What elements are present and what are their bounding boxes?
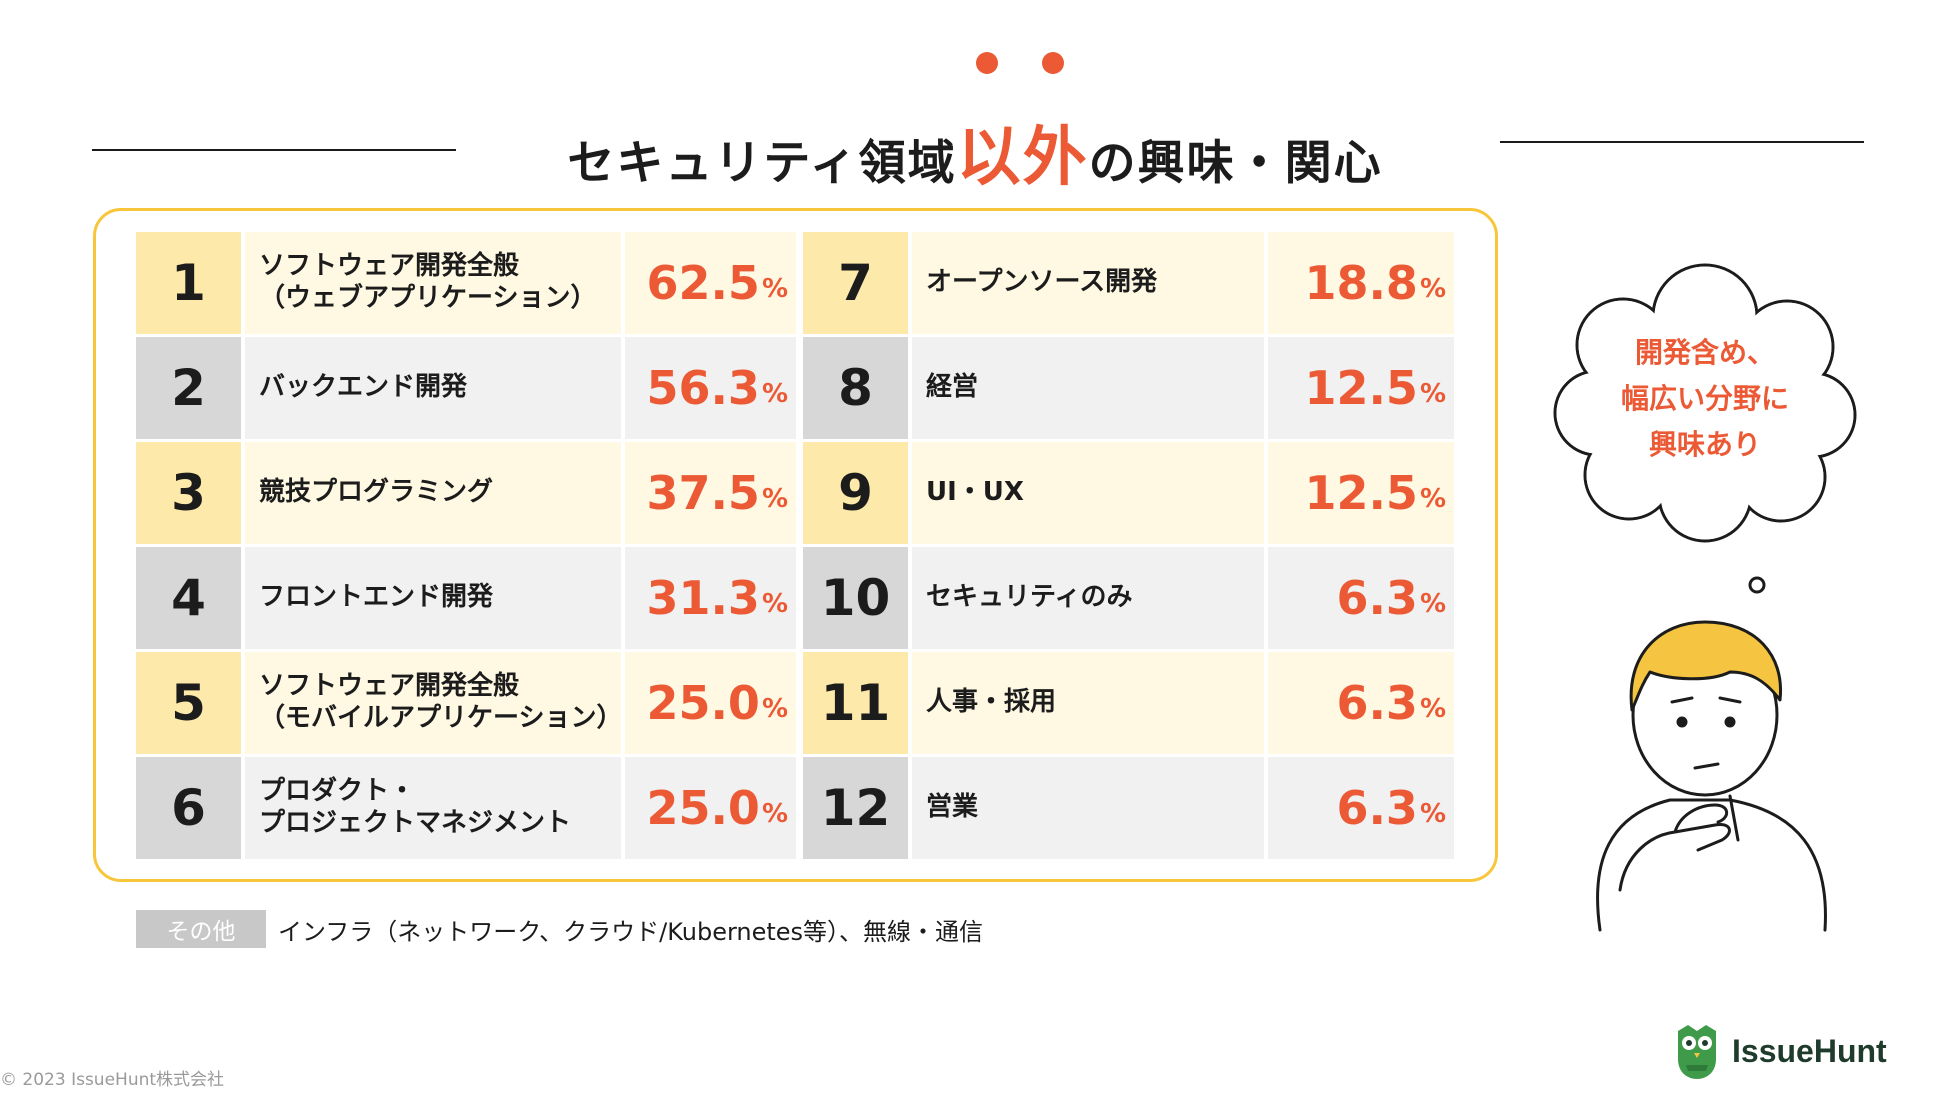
ranking-row-6: 6 プロダクト・ プロジェクトマネジメント 25.0% xyxy=(136,757,796,859)
rank-number: 3 xyxy=(136,442,241,544)
others-text: インフラ（ネットワーク、クラウド/Kubernetes等）、無線・通信 xyxy=(278,917,984,946)
percent-unit: % xyxy=(1419,274,1446,304)
percent-value: 18.8 xyxy=(1304,256,1418,310)
rank-label: プロダクト・ プロジェクトマネジメント xyxy=(245,757,621,859)
others-tag: その他 xyxy=(136,910,266,948)
rank-label: ソフトウェア開発全般 （ウェブアプリケーション） xyxy=(245,232,621,334)
rank-number: 7 xyxy=(803,232,908,334)
percent-unit: % xyxy=(761,274,788,304)
ranking-row-12: 12 営業 6.3% xyxy=(803,757,1454,859)
rank-number: 5 xyxy=(136,652,241,754)
rank-number: 4 xyxy=(136,547,241,649)
percent-value: 6.3 xyxy=(1336,781,1418,835)
percent-unit: % xyxy=(1419,694,1446,724)
percent-unit: % xyxy=(1419,379,1446,409)
rank-label: ソフトウェア開発全般 （モバイルアプリケーション） xyxy=(245,652,622,754)
ranking-row-10: 10 セキュリティのみ 6.3% xyxy=(803,547,1454,649)
rank-label: 競技プログラミング xyxy=(245,442,621,544)
percent-unit: % xyxy=(1419,484,1446,514)
title-before: セキュリティ領域 xyxy=(567,136,957,191)
rank-label: UI・UX xyxy=(912,442,1264,544)
rank-number: 9 xyxy=(803,442,908,544)
rank-percent: 6.3% xyxy=(1268,652,1454,754)
percent-value: 31.3 xyxy=(646,571,760,625)
percent-value: 12.5 xyxy=(1304,466,1418,520)
percent-unit: % xyxy=(1419,589,1446,619)
rank-label: 経営 xyxy=(912,337,1264,439)
percent-unit: % xyxy=(761,589,788,619)
rank-number: 1 xyxy=(136,232,241,334)
percent-unit: % xyxy=(761,379,788,409)
rank-percent: 6.3% xyxy=(1268,547,1454,649)
title-after: の興味・関心 xyxy=(1088,136,1383,191)
percent-value: 37.5 xyxy=(646,466,760,520)
rank-percent: 12.5% xyxy=(1268,442,1454,544)
title-rule-right xyxy=(1500,141,1864,143)
thought-cloud-icon xyxy=(1553,263,1857,594)
percent-value: 56.3 xyxy=(646,361,760,415)
rank-percent: 56.3% xyxy=(625,337,796,439)
rank-number: 8 xyxy=(803,337,908,439)
owl-logo-icon xyxy=(1678,1025,1716,1079)
percent-value: 25.0 xyxy=(646,781,760,835)
bubble-text: 開発含め、 幅広い分野に 興味あり xyxy=(1620,336,1789,461)
percent-value: 62.5 xyxy=(646,256,760,310)
percent-value: 25.0 xyxy=(646,676,760,730)
ranking-row-7: 7 オープンソース開発 18.8% xyxy=(803,232,1454,334)
rank-percent: 6.3% xyxy=(1268,757,1454,859)
rank-percent: 18.8% xyxy=(1268,232,1454,334)
rank-label: バックエンド開発 xyxy=(245,337,621,439)
percent-unit: % xyxy=(761,694,788,724)
rank-number: 10 xyxy=(803,547,908,649)
ranking-row-3: 3 競技プログラミング 37.5% xyxy=(136,442,796,544)
percent-unit: % xyxy=(761,799,788,829)
rank-percent: 37.5% xyxy=(625,442,796,544)
rank-percent: 62.5% xyxy=(625,232,796,334)
percent-unit: % xyxy=(761,484,788,514)
logo-text: IssueHunt xyxy=(1732,1032,1887,1069)
rank-percent: 31.3% xyxy=(625,547,796,649)
decorative-dots xyxy=(976,52,1066,76)
thinking-person-icon xyxy=(1596,620,1827,932)
percent-value: 6.3 xyxy=(1336,571,1418,625)
rank-number: 6 xyxy=(136,757,241,859)
rank-label: 人事・採用 xyxy=(912,652,1264,754)
rank-label: オープンソース開発 xyxy=(912,232,1264,334)
ranking-row-8: 8 経営 12.5% xyxy=(803,337,1454,439)
rank-number: 2 xyxy=(136,337,241,439)
percent-unit: % xyxy=(1419,799,1446,829)
ranking-row-11: 11 人事・採用 6.3% xyxy=(803,652,1454,754)
title-rule-left xyxy=(92,149,456,151)
rank-number: 11 xyxy=(803,652,908,754)
ranking-row-5: 5 ソフトウェア開発全般 （モバイルアプリケーション） 25.0% xyxy=(136,652,796,754)
rank-percent: 25.0% xyxy=(625,757,796,859)
rank-percent: 25.0% xyxy=(625,652,796,754)
issuehunt-logo: IssueHunt xyxy=(1672,1020,1887,1082)
ranking-row-1: 1 ソフトウェア開発全般 （ウェブアプリケーション） 62.5% xyxy=(136,232,796,334)
rank-label: セキュリティのみ xyxy=(912,547,1264,649)
page-title: セキュリティ領域以外の興味・関心 xyxy=(460,106,1490,198)
ranking-row-9: 9 UI・UX 12.5% xyxy=(803,442,1454,544)
rank-label: 営業 xyxy=(912,757,1264,859)
ranking-row-2: 2 バックエンド開発 56.3% xyxy=(136,337,796,439)
percent-value: 6.3 xyxy=(1336,676,1418,730)
percent-value: 12.5 xyxy=(1304,361,1418,415)
ranking-row-4: 4 フロントエンド開発 31.3% xyxy=(136,547,796,649)
title-accent: 以外 xyxy=(956,121,1089,195)
rank-label: フロントエンド開発 xyxy=(245,547,621,649)
rank-number: 12 xyxy=(803,757,908,859)
rank-percent: 12.5% xyxy=(1268,337,1454,439)
copyright: © 2023 IssueHunt株式会社 xyxy=(0,1070,225,1090)
